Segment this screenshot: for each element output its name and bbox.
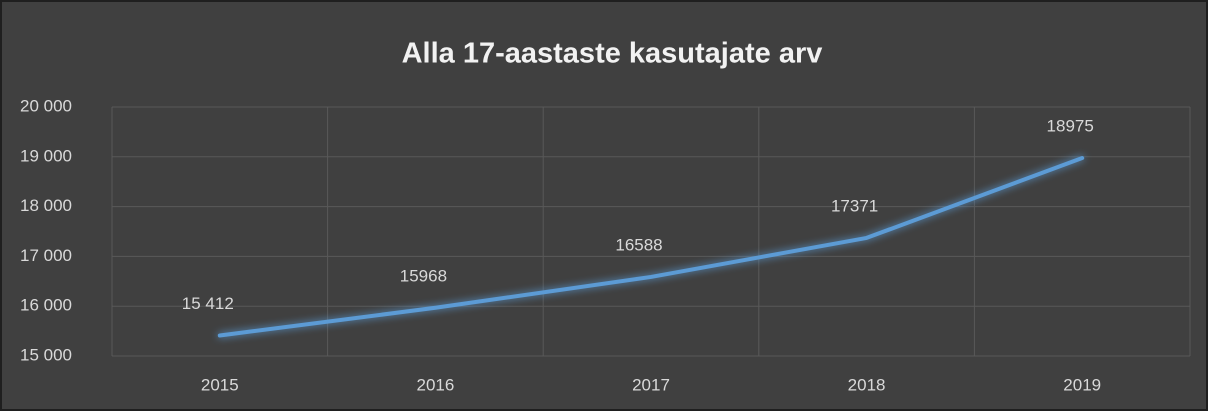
data-label: 15 412 [182,294,234,313]
x-tick-label: 2018 [848,375,886,394]
x-tick-label: 2017 [632,375,670,394]
y-tick-label: 17 000 [20,246,72,265]
chart-title: Alla 17-aastaste kasutajate arv [402,38,823,70]
x-tick-label: 2019 [1063,375,1101,394]
line [217,156,1085,338]
data-label: 18975 [1047,117,1094,136]
data-label: 16588 [615,235,662,254]
y-tick-label: 19 000 [20,146,72,165]
y-tick-label: 18 000 [20,196,72,215]
x-tick-label: 2016 [416,375,454,394]
data-label: 17371 [831,196,878,215]
y-tick-label: 15 000 [20,345,72,364]
x-tick-label: 2015 [201,375,239,394]
y-tick-label: 20 000 [20,96,72,115]
y-tick-label: 16 000 [20,296,72,315]
data-label: 15968 [400,266,447,285]
